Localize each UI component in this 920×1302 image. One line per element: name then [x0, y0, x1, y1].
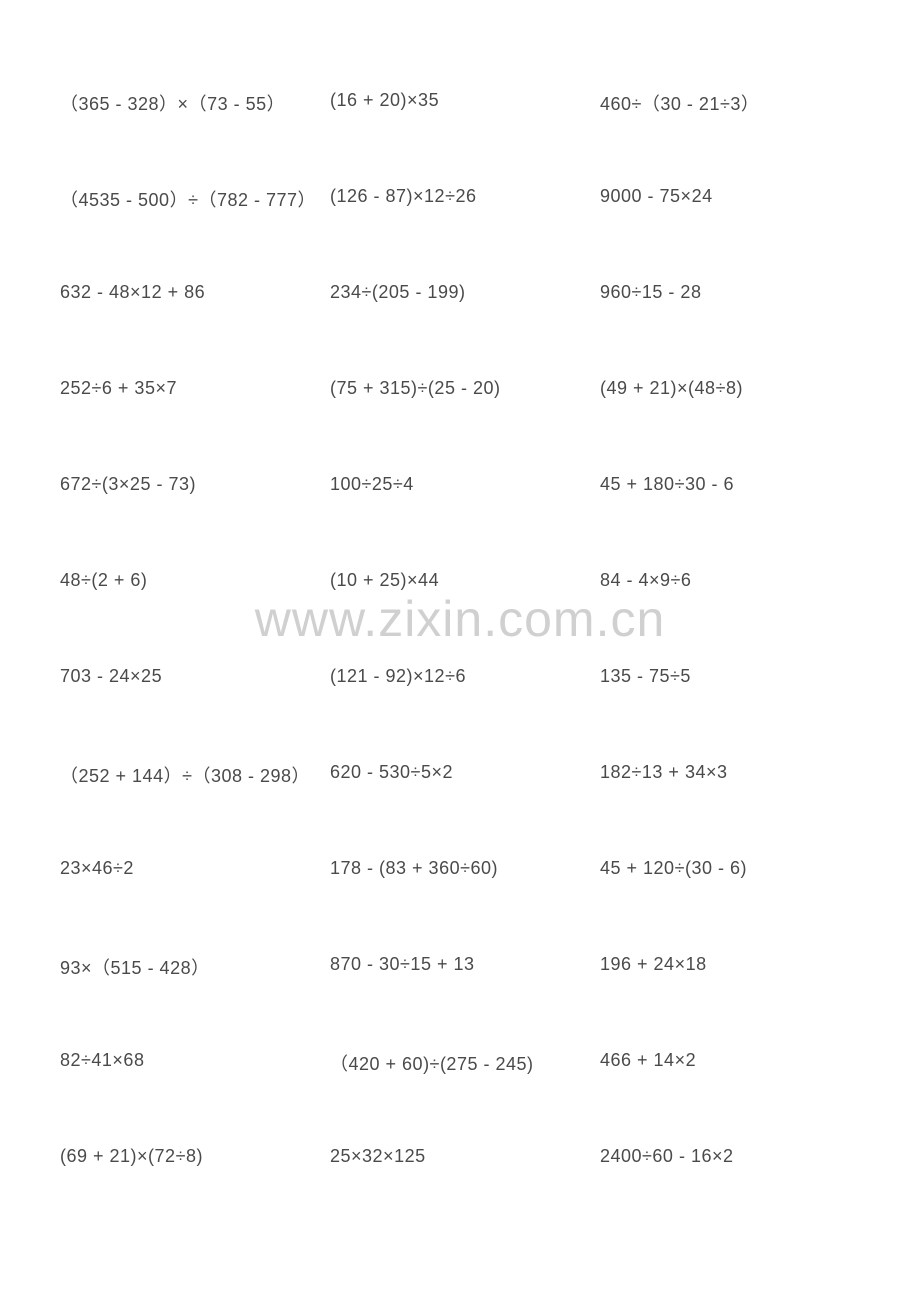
- problem-text: 93×（515 - 428）: [60, 954, 210, 980]
- problem-cell: 48÷(2 + 6): [60, 570, 320, 666]
- problem-text: 703 - 24×25: [60, 666, 162, 687]
- problem-cell: 25×32×125: [330, 1146, 590, 1242]
- problem-text: 2400÷60 - 16×2: [600, 1146, 733, 1167]
- problem-text: 196 + 24×18: [600, 954, 707, 975]
- problem-cell: 620 - 530÷5×2: [330, 762, 590, 858]
- problem-text: 100÷25÷4: [330, 474, 414, 495]
- problem-cell: (126 - 87)×12÷26: [330, 186, 590, 282]
- problem-text: 466 + 14×2: [600, 1050, 696, 1071]
- problem-cell: 466 + 14×2: [600, 1050, 860, 1146]
- problem-cell: (16 + 20)×35: [330, 90, 590, 186]
- problem-text: 870 - 30÷15 + 13: [330, 954, 475, 975]
- problem-text: 632 - 48×12 + 86: [60, 282, 205, 303]
- problem-text: 9000 - 75×24: [600, 186, 713, 207]
- problem-cell: 2400÷60 - 16×2: [600, 1146, 860, 1242]
- problem-text: （365 - 328）×（73 - 55）: [60, 90, 285, 116]
- problem-text: (75 + 315)÷(25 - 20): [330, 378, 500, 399]
- problem-cell: 672÷(3×25 - 73): [60, 474, 320, 570]
- problem-text: 48÷(2 + 6): [60, 570, 147, 591]
- problem-text: (10 + 25)×44: [330, 570, 439, 591]
- problem-text: （4535 - 500）÷（782 - 777）: [60, 186, 316, 212]
- problem-cell: 100÷25÷4: [330, 474, 590, 570]
- problem-text: 178 - (83 + 360÷60): [330, 858, 498, 879]
- problem-text: 182÷13 + 34×3: [600, 762, 728, 783]
- problem-cell: 196 + 24×18: [600, 954, 860, 1050]
- problem-cell: 9000 - 75×24: [600, 186, 860, 282]
- problem-cell: 870 - 30÷15 + 13: [330, 954, 590, 1050]
- problem-text: 960÷15 - 28: [600, 282, 701, 303]
- problem-cell: 632 - 48×12 + 86: [60, 282, 320, 378]
- problem-cell: (121 - 92)×12÷6: [330, 666, 590, 762]
- problem-cell: 23×46÷2: [60, 858, 320, 954]
- problem-cell: （4535 - 500）÷（782 - 777）: [60, 186, 320, 282]
- problem-text: 460÷（30 - 21÷3）: [600, 90, 759, 116]
- problem-text: 25×32×125: [330, 1146, 426, 1167]
- problem-cell: (49 + 21)×(48÷8): [600, 378, 860, 474]
- problem-cell: 93×（515 - 428）: [60, 954, 320, 1050]
- problem-cell: 82÷41×68: [60, 1050, 320, 1146]
- problem-text: 45 + 180÷30 - 6: [600, 474, 734, 495]
- problem-text: （252 + 144）÷（308 - 298）: [60, 762, 310, 788]
- problem-cell: 960÷15 - 28: [600, 282, 860, 378]
- problem-cell: （252 + 144）÷（308 - 298）: [60, 762, 320, 858]
- problems-grid: （365 - 328）×（73 - 55） (16 + 20)×35 460÷（…: [0, 0, 920, 1302]
- problem-text: (16 + 20)×35: [330, 90, 439, 111]
- problem-text: (69 + 21)×(72÷8): [60, 1146, 203, 1167]
- problem-cell: 182÷13 + 34×3: [600, 762, 860, 858]
- problem-text: 135 - 75÷5: [600, 666, 691, 687]
- problem-text: 84 - 4×9÷6: [600, 570, 691, 591]
- problem-cell: （365 - 328）×（73 - 55）: [60, 90, 320, 186]
- problem-text: (121 - 92)×12÷6: [330, 666, 466, 687]
- problem-cell: 703 - 24×25: [60, 666, 320, 762]
- problem-text: 82÷41×68: [60, 1050, 144, 1071]
- problem-text: 45 + 120÷(30 - 6): [600, 858, 747, 879]
- problem-text: 23×46÷2: [60, 858, 134, 879]
- problem-cell: (69 + 21)×(72÷8): [60, 1146, 320, 1242]
- problem-cell: （420 + 60)÷(275 - 245): [330, 1050, 590, 1146]
- problem-cell: (75 + 315)÷(25 - 20): [330, 378, 590, 474]
- problem-text: 234÷(205 - 199): [330, 282, 465, 303]
- problem-cell: 45 + 180÷30 - 6: [600, 474, 860, 570]
- problem-cell: 460÷（30 - 21÷3）: [600, 90, 860, 186]
- problem-text: (49 + 21)×(48÷8): [600, 378, 743, 399]
- problem-text: 620 - 530÷5×2: [330, 762, 453, 783]
- problem-text: 252÷6 + 35×7: [60, 378, 177, 399]
- problem-text: 672÷(3×25 - 73): [60, 474, 196, 495]
- problem-cell: 252÷6 + 35×7: [60, 378, 320, 474]
- problem-text: （420 + 60)÷(275 - 245): [330, 1050, 534, 1076]
- problem-cell: (10 + 25)×44: [330, 570, 590, 666]
- problem-cell: 178 - (83 + 360÷60): [330, 858, 590, 954]
- problem-cell: 84 - 4×9÷6: [600, 570, 860, 666]
- problem-text: (126 - 87)×12÷26: [330, 186, 476, 207]
- problem-cell: 135 - 75÷5: [600, 666, 860, 762]
- problem-cell: 234÷(205 - 199): [330, 282, 590, 378]
- problem-cell: 45 + 120÷(30 - 6): [600, 858, 860, 954]
